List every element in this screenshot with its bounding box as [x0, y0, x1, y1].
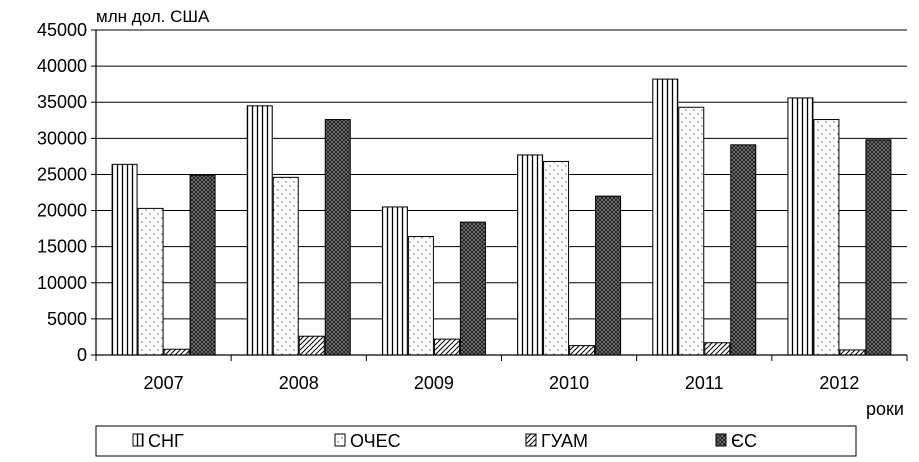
- y-tick-label: 20000: [37, 201, 87, 221]
- bar-0-4: [652, 78, 679, 356]
- legend-label: ОЧЕС: [350, 431, 401, 451]
- x-tick-label: 2007: [144, 373, 184, 393]
- bar-0-3: [517, 154, 544, 356]
- x-axis-ticks: 2007 2008 2009 2010 2011 2012: [95, 355, 908, 393]
- y-tick-label: 0: [77, 345, 87, 365]
- bars: [111, 78, 892, 356]
- axes: [95, 30, 907, 356]
- legend-swatch: [715, 433, 727, 447]
- legend-label: ЄС: [731, 431, 757, 451]
- bar-2-3: [569, 345, 596, 356]
- bar-0-5: [787, 97, 814, 356]
- bar-3-4: [730, 144, 757, 356]
- legend-swatch: [525, 433, 537, 447]
- gridlines: [96, 29, 907, 320]
- bar-0-0: [111, 163, 138, 356]
- bar-1-3: [543, 160, 570, 356]
- bar-2-0: [163, 348, 190, 356]
- y-tick-label: 35000: [37, 92, 87, 112]
- bar-0-1: [246, 105, 273, 356]
- legend: СНГ ОЧЕС ГУАМ ЄС: [95, 425, 857, 457]
- bar-1-5: [813, 119, 840, 356]
- y-tick-label: 10000: [37, 273, 87, 293]
- y-tick-label: 40000: [37, 56, 87, 76]
- bar-2-5: [839, 349, 866, 356]
- legend-box: [95, 425, 857, 457]
- y-axis-title: млн дол. США: [96, 7, 210, 26]
- legend-label: СНГ: [148, 431, 184, 451]
- bar-2-1: [298, 335, 325, 356]
- legend-swatch: [334, 433, 346, 447]
- y-tick-label: 45000: [37, 20, 87, 40]
- y-tick-label: 15000: [37, 237, 87, 257]
- bar-3-5: [865, 139, 892, 356]
- y-tick-label: 5000: [47, 309, 87, 329]
- y-tick-label: 25000: [37, 164, 87, 184]
- bar-3-2: [459, 221, 486, 356]
- bar-2-4: [704, 342, 731, 356]
- x-tick-label: 2011: [685, 373, 724, 393]
- x-tick-label: 2009: [414, 373, 454, 393]
- bar-3-0: [189, 174, 216, 356]
- x-axis-title: роки: [866, 399, 904, 419]
- x-tick-label: 2008: [279, 373, 319, 393]
- x-tick-label: 2012: [819, 373, 859, 393]
- bar-3-1: [324, 119, 351, 356]
- bar-1-2: [407, 236, 434, 356]
- y-tick-label: 30000: [37, 128, 87, 148]
- y-axis-ticks: 0 5000 10000 15000 20000 25000 30000 35000 40000…: [37, 20, 96, 365]
- bar-1-4: [678, 106, 705, 356]
- x-tick-label: 2010: [549, 373, 589, 393]
- legend-swatch: [132, 433, 144, 447]
- bar-1-1: [272, 176, 299, 356]
- bar-2-2: [433, 338, 460, 356]
- legend-label: ГУАМ: [541, 431, 588, 451]
- bar-0-2: [381, 206, 408, 356]
- bar-1-0: [137, 207, 164, 356]
- bar-3-3: [595, 195, 622, 356]
